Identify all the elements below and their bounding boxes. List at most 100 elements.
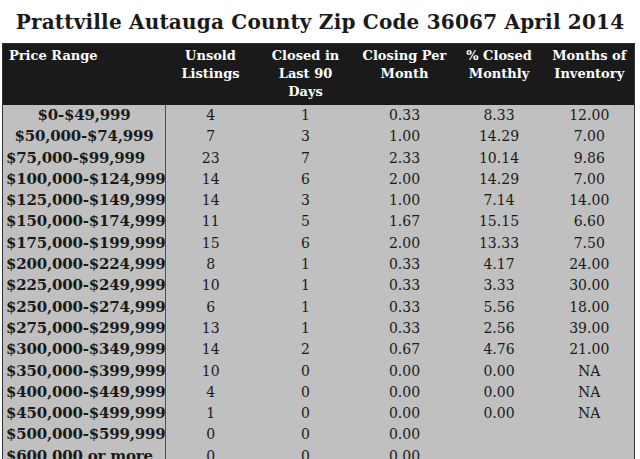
pct-closed-monthly-cell: 3.33 (454, 275, 545, 296)
months-of-inventory-cell: NA (545, 403, 635, 424)
closed-90-days-cell: 0 (256, 403, 356, 424)
unsold-listings-cell: 0 (166, 424, 256, 445)
price-range-cell: $50,000-$74,999 (3, 126, 166, 147)
unsold-listings-cell: 23 (166, 148, 256, 169)
table-row: $75,000-$99,9992372.3310.149.86 (3, 148, 635, 169)
table-row: $200,000-$224,999810.334.1724.00 (3, 254, 635, 275)
unsold-listings-cell: 14 (166, 339, 256, 360)
closed-90-days-cell: 0 (256, 446, 356, 459)
col-header-closing-per-month: Closing Per Month (356, 44, 454, 106)
price-range-cell: $75,000-$99,999 (3, 148, 166, 169)
months-of-inventory-cell: 9.86 (545, 148, 635, 169)
closing-per-month-cell: 0.00 (356, 424, 454, 445)
table-body: $0-$49,999410.338.3312.00$50,000-$74,999… (3, 105, 635, 459)
closed-90-days-cell: 0 (256, 361, 356, 382)
pct-closed-monthly-cell: 7.14 (454, 190, 545, 211)
closed-90-days-cell: 1 (256, 105, 356, 126)
unsold-listings-cell: 14 (166, 169, 256, 190)
months-of-inventory-cell: 7.50 (545, 233, 635, 254)
unsold-listings-cell: 0 (166, 446, 256, 459)
months-of-inventory-cell: 21.00 (545, 339, 635, 360)
table-row: $0-$49,999410.338.3312.00 (3, 105, 635, 126)
price-range-cell: $200,000-$224,999 (3, 254, 166, 275)
price-range-cell: $100,000-$124,999 (3, 169, 166, 190)
table-row: $500,000-$599,999000.00 (3, 424, 635, 445)
pct-closed-monthly-cell: 4.17 (454, 254, 545, 275)
months-of-inventory-cell: NA (545, 361, 635, 382)
pct-closed-monthly-cell: 2.56 (454, 318, 545, 339)
closed-90-days-cell: 2 (256, 339, 356, 360)
closed-90-days-cell: 1 (256, 254, 356, 275)
closing-per-month-cell: 0.00 (356, 446, 454, 459)
closed-90-days-cell: 1 (256, 297, 356, 318)
col-header-closed-90-days: Closed in Last 90 Days (256, 44, 356, 106)
pct-closed-monthly-cell: 14.29 (454, 169, 545, 190)
months-of-inventory-cell: 18.00 (545, 297, 635, 318)
months-of-inventory-cell: 7.00 (545, 126, 635, 147)
months-of-inventory-cell: 30.00 (545, 275, 635, 296)
closing-per-month-cell: 0.33 (356, 275, 454, 296)
pct-closed-monthly-cell: 15.15 (454, 211, 545, 232)
price-range-cell: $500,000-$599,999 (3, 424, 166, 445)
table-header: Price Range Unsold Listings Closed in La… (3, 44, 635, 106)
unsold-listings-cell: 15 (166, 233, 256, 254)
unsold-listings-cell: 4 (166, 105, 256, 126)
closing-per-month-cell: 2.33 (356, 148, 454, 169)
closing-per-month-cell: 2.00 (356, 233, 454, 254)
closing-per-month-cell: 0.00 (356, 403, 454, 424)
table-row: $400,000-$449,999400.000.00NA (3, 382, 635, 403)
price-range-cell: $350,000-$399,999 (3, 361, 166, 382)
months-of-inventory-cell: 14.00 (545, 190, 635, 211)
inventory-table: Price Range Unsold Listings Closed in La… (2, 43, 635, 459)
pct-closed-monthly-cell: 4.76 (454, 339, 545, 360)
col-header-months-of-inventory: Months of Inventory (545, 44, 635, 106)
closed-90-days-cell: 0 (256, 424, 356, 445)
price-range-cell: $600,000 or more (3, 446, 166, 459)
months-of-inventory-cell: 24.00 (545, 254, 635, 275)
unsold-listings-cell: 10 (166, 361, 256, 382)
months-of-inventory-cell: NA (545, 382, 635, 403)
closing-per-month-cell: 0.33 (356, 297, 454, 318)
price-range-cell: $0-$49,999 (3, 105, 166, 126)
closed-90-days-cell: 1 (256, 318, 356, 339)
unsold-listings-cell: 4 (166, 382, 256, 403)
table-row: $350,000-$399,9991000.000.00NA (3, 361, 635, 382)
header-row: Price Range Unsold Listings Closed in La… (3, 44, 635, 106)
price-range-cell: $250,000-$274,999 (3, 297, 166, 318)
price-range-cell: $150,000-$174,999 (3, 211, 166, 232)
closed-90-days-cell: 3 (256, 126, 356, 147)
table-row: $125,000-$149,9991431.007.1414.00 (3, 190, 635, 211)
closed-90-days-cell: 6 (256, 169, 356, 190)
price-range-cell: $275,000-$299,999 (3, 318, 166, 339)
closing-per-month-cell: 0.00 (356, 382, 454, 403)
table-row: $50,000-$74,999731.0014.297.00 (3, 126, 635, 147)
pct-closed-monthly-cell: 8.33 (454, 105, 545, 126)
closing-per-month-cell: 0.67 (356, 339, 454, 360)
pct-closed-monthly-cell: 5.56 (454, 297, 545, 318)
unsold-listings-cell: 14 (166, 190, 256, 211)
months-of-inventory-cell: 6.60 (545, 211, 635, 232)
months-of-inventory-cell: 12.00 (545, 105, 635, 126)
table-row: $450,000-$499,999100.000.00NA (3, 403, 635, 424)
closed-90-days-cell: 3 (256, 190, 356, 211)
pct-closed-monthly-cell: 10.14 (454, 148, 545, 169)
pct-closed-monthly-cell: 0.00 (454, 382, 545, 403)
pct-closed-monthly-cell (454, 424, 545, 445)
table-row: $250,000-$274,999610.335.5618.00 (3, 297, 635, 318)
table-row: $300,000-$349,9991420.674.7621.00 (3, 339, 635, 360)
table-row: $100,000-$124,9991462.0014.297.00 (3, 169, 635, 190)
pct-closed-monthly-cell: 0.00 (454, 403, 545, 424)
unsold-listings-cell: 10 (166, 275, 256, 296)
price-range-cell: $400,000-$449,999 (3, 382, 166, 403)
closed-90-days-cell: 6 (256, 233, 356, 254)
table-row: $175,000-$199,9991562.0013.337.50 (3, 233, 635, 254)
table-row: $225,000-$249,9991010.333.3330.00 (3, 275, 635, 296)
col-header-price-range: Price Range (3, 44, 166, 106)
unsold-listings-cell: 1 (166, 403, 256, 424)
closed-90-days-cell: 7 (256, 148, 356, 169)
closing-per-month-cell: 2.00 (356, 169, 454, 190)
closing-per-month-cell: 0.33 (356, 254, 454, 275)
closing-per-month-cell: 0.33 (356, 105, 454, 126)
table-row: $275,000-$299,9991310.332.5639.00 (3, 318, 635, 339)
months-of-inventory-cell: 39.00 (545, 318, 635, 339)
